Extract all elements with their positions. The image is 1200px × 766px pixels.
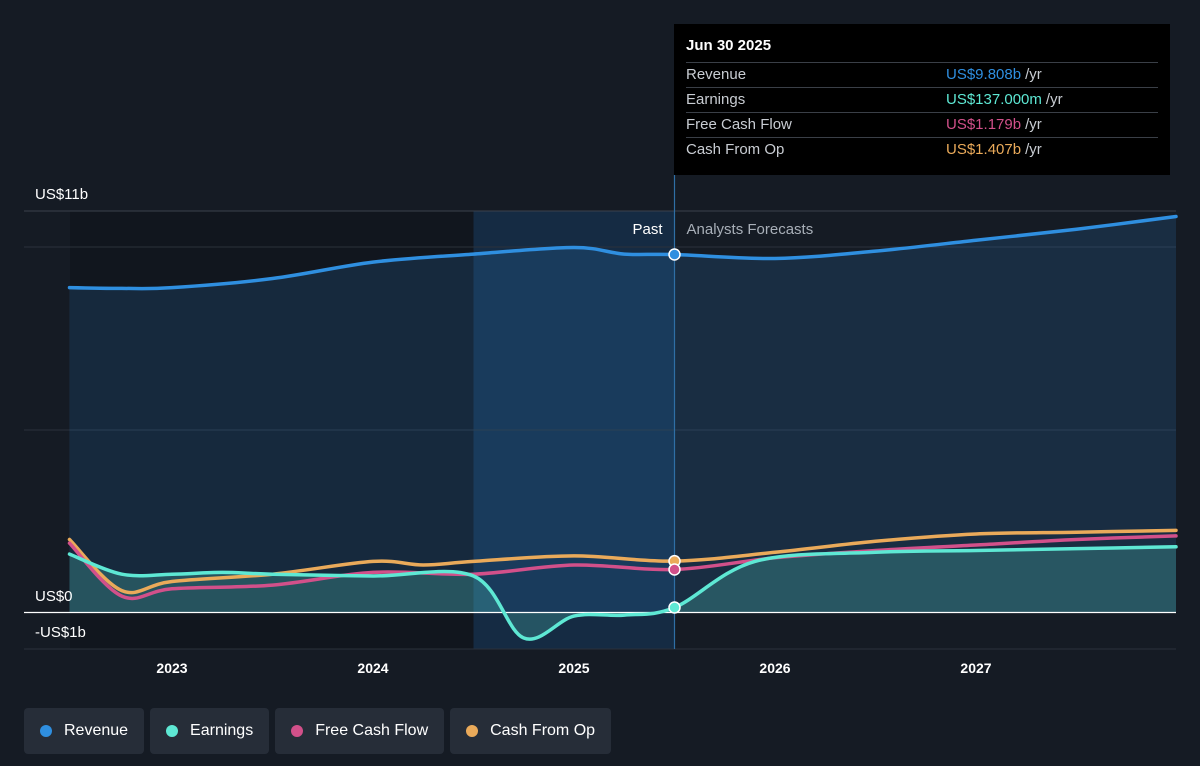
legend-item-earnings[interactable]: Earnings	[150, 708, 270, 754]
past-label: Past	[632, 221, 663, 238]
tooltip-value: US$1.407b	[946, 141, 1022, 158]
data-point-free-cash-flow	[668, 563, 681, 576]
tooltip-value: US$1.179b	[946, 116, 1022, 133]
tooltip-row-cash-from-op: Cash From Op US$1.407b /yr	[686, 137, 1158, 162]
tooltip-row-free-cash-flow: Free Cash Flow US$1.179b /yr	[686, 112, 1158, 137]
legend-label: Earnings	[190, 722, 254, 739]
x-axis-label: 2026	[759, 660, 790, 676]
tooltip-unit: /yr	[1045, 91, 1063, 108]
tooltip-date: Jun 30 2025	[686, 37, 772, 54]
y-axis-label: -US$1b	[35, 624, 86, 641]
tooltip-label: Earnings	[686, 91, 746, 108]
chart-legend: Revenue Earnings Free Cash Flow Cash Fro…	[24, 708, 612, 754]
x-axis-label: 2027	[960, 660, 991, 676]
tooltip-label: Revenue	[686, 66, 747, 83]
legend-label: Revenue	[64, 722, 129, 739]
series-line-cash-from-op	[67, 528, 1178, 595]
chart-plot: US$11b US$0 -US$1b 2023 2024 2025 2026 2027 Past…	[24, 175, 1178, 676]
data-point-earnings	[668, 601, 681, 614]
legend-dot-icon	[466, 725, 479, 737]
x-axis-label: 2025	[558, 660, 589, 676]
forecast-label: Analysts Forecasts	[687, 221, 814, 238]
legend-label: Cash From Op	[490, 722, 596, 739]
area-earnings	[69, 546, 1176, 640]
legend-dot-icon	[40, 725, 52, 737]
tooltip-row-earnings: Earnings US$137.000m /yr	[686, 87, 1158, 112]
tooltip-unit: /yr	[1025, 116, 1042, 133]
legend-item-revenue[interactable]: Revenue	[24, 708, 145, 754]
tooltip-value: US$9.808b	[946, 66, 1022, 83]
data-point-revenue	[668, 248, 681, 261]
series-line-earnings	[67, 545, 1178, 641]
x-axis-label: 2024	[357, 660, 388, 676]
series-line-free-cash-flow	[67, 534, 1178, 601]
legend-dot-icon	[166, 725, 179, 737]
tooltip-label: Free Cash Flow	[686, 116, 792, 133]
y-axis-label: US$11b	[35, 186, 88, 203]
tooltip-value: US$137.000m	[946, 91, 1042, 108]
series-line-revenue	[67, 214, 1178, 291]
legend-item-cash-from-op[interactable]: Cash From Op	[450, 708, 612, 754]
x-axis-label: 2023	[156, 660, 187, 676]
tooltip-unit: /yr	[1025, 66, 1042, 83]
area-revenue	[69, 216, 1176, 613]
legend-label: Free Cash Flow	[315, 722, 429, 739]
legend-item-free-cash-flow[interactable]: Free Cash Flow	[275, 708, 445, 754]
legend-dot-icon	[291, 725, 304, 737]
tooltip-unit: /yr	[1025, 141, 1042, 158]
y-axis-label: US$0	[35, 588, 73, 605]
tooltip-row-revenue: Revenue US$9.808b /yr	[686, 62, 1158, 87]
tooltip-label: Cash From Op	[686, 141, 785, 158]
chart-tooltip: Jun 30 2025 Revenue US$9.808b /yr Earnin…	[674, 24, 1170, 175]
